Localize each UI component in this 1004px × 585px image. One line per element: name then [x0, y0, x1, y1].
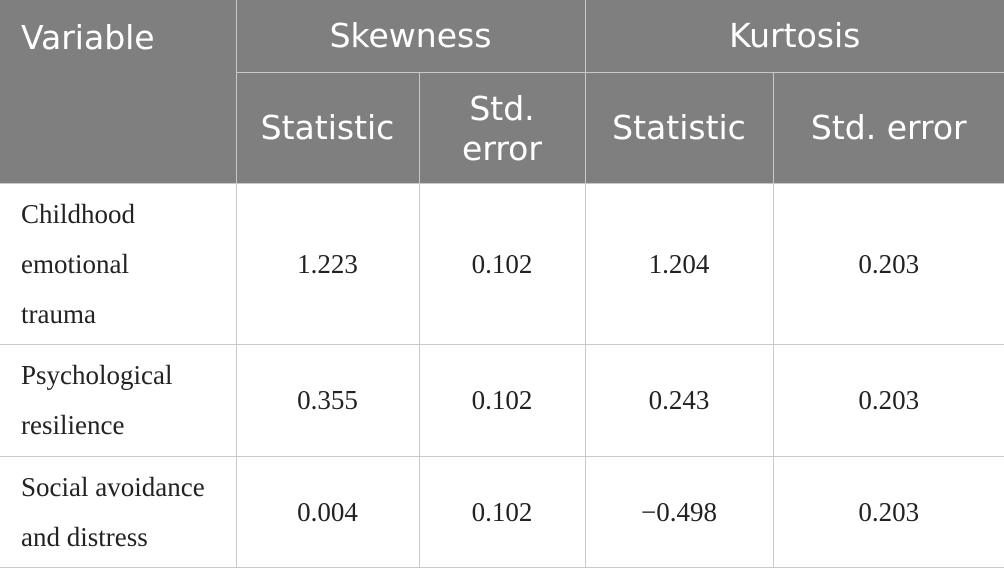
table-row: Social avoidance and distress 0.004 0.10…	[0, 455, 1004, 568]
row-kurtosis-std-error: 0.203	[772, 182, 1004, 345]
header-row-group: Variable Skewness Kurtosis	[0, 0, 1004, 184]
row-skewness-std-error: 0.102	[418, 182, 586, 345]
row-kurtosis-std-error: 0.203	[772, 455, 1004, 568]
row-kurtosis-statistic: −0.498	[584, 455, 774, 568]
row-skewness-statistic: 1.223	[235, 182, 420, 345]
row-variable-name: Childhood emotional trauma	[0, 182, 237, 345]
row-skewness-statistic: 0.004	[235, 455, 420, 568]
header-skewness: Skewness	[235, 0, 586, 73]
header-kurtosis: Kurtosis	[584, 0, 1004, 73]
row-variable-text: Social avoidance and distress	[21, 471, 205, 552]
row-variable-name: Social avoidance and distress	[0, 455, 237, 568]
header-row-sub: Statistic Std. error Statistic Std. erro…	[0, 71, 1004, 184]
header-kurtosis-statistic: Statistic	[584, 71, 774, 184]
row-kurtosis-statistic: 0.243	[584, 343, 774, 457]
row-variable-text: Psychological resilience	[21, 360, 173, 440]
header-skewness-std-error: Std. error	[418, 71, 586, 184]
table-body: Childhood emotional trauma 1.223 0.102 1…	[0, 182, 1004, 568]
header-skewness-std-error-text: Std. error	[462, 88, 542, 168]
row-skewness-statistic: 0.355	[235, 343, 420, 457]
table-row: Childhood emotional trauma 1.223 0.102 1…	[0, 182, 1004, 345]
row-skewness-std-error: 0.102	[418, 343, 586, 457]
header-variable: Variable	[0, 0, 237, 184]
table-header: Variable Skewness Kurtosis Statistic Std…	[0, 0, 1004, 184]
row-variable-name: Psychological resilience	[0, 343, 237, 457]
row-variable-text: Childhood emotional trauma	[21, 198, 136, 329]
row-skewness-std-error: 0.102	[418, 455, 586, 568]
row-kurtosis-statistic: 1.204	[584, 182, 774, 345]
header-skewness-statistic: Statistic	[236, 71, 420, 184]
table-row: Psychological resilience 0.355 0.102 0.2…	[0, 343, 1004, 457]
row-kurtosis-std-error: 0.203	[772, 343, 1004, 457]
header-kurtosis-std-error: Std. error	[772, 71, 1004, 184]
statistics-table: Variable Skewness Kurtosis Statistic Std…	[0, 0, 1004, 568]
